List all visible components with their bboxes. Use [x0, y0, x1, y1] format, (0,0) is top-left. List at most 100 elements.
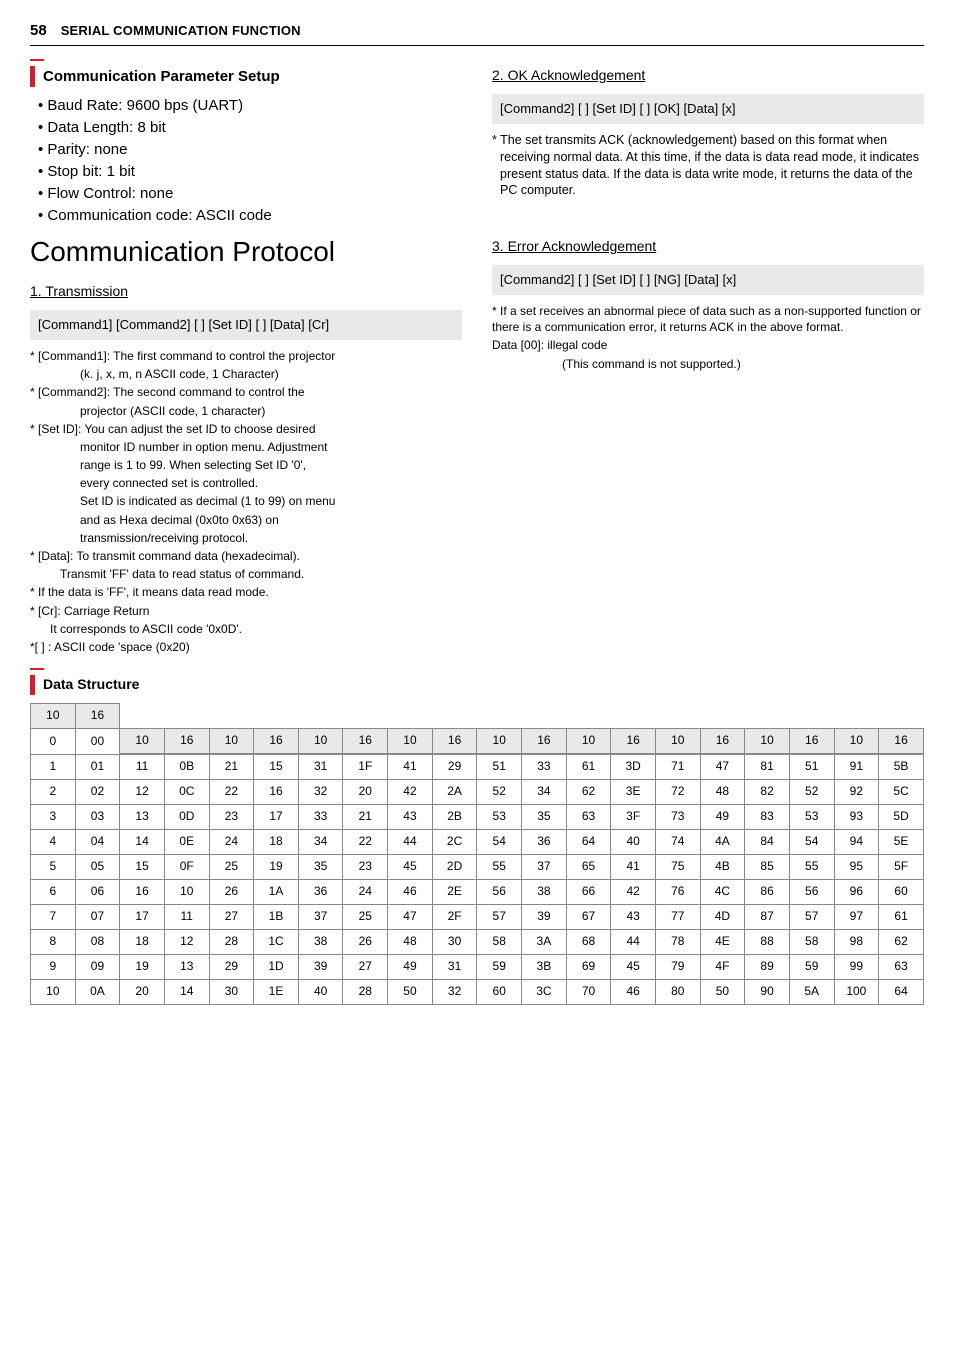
table-row: 303130D23173321432B5335633F73498353935D: [31, 804, 924, 829]
table-cell: 4A: [700, 829, 745, 854]
command-box-1: [Command1] [Command2] [ ] [Set ID] [ ] […: [30, 310, 462, 340]
table-cell: 18: [120, 929, 165, 954]
table-cell: 80: [655, 979, 700, 1004]
table-cell: 31: [298, 754, 343, 779]
table-cell: 47: [388, 904, 433, 929]
table-cell: 37: [298, 904, 343, 929]
table-cell: 15: [120, 854, 165, 879]
table-cell: 5A: [789, 979, 834, 1004]
col-header: 10: [31, 703, 76, 728]
table-cell: 59: [477, 954, 522, 979]
col-header: 10: [566, 728, 611, 753]
table-cell: 29: [432, 754, 477, 779]
table-cell: 1E: [254, 979, 299, 1004]
table-cell: 96: [834, 879, 879, 904]
table-cell: 43: [388, 804, 433, 829]
table-cell: 1: [31, 754, 76, 779]
col-header: 10: [298, 728, 343, 753]
table-cell: 5D: [879, 804, 924, 829]
table-cell: 62: [879, 929, 924, 954]
table-row: 100A2014301E40285032603C70468050905A1006…: [31, 979, 924, 1004]
fine-text: * [Cr]: Carriage Return: [30, 603, 462, 619]
fine-text: * If the data is 'FF', it means data rea…: [30, 584, 462, 600]
bullet-item: Parity: none: [38, 139, 462, 160]
table-cell: 3B: [522, 954, 567, 979]
fine-text: (k. j, x, m, n ASCII code, 1 Character): [30, 366, 462, 382]
bullet-item: Flow Control: none: [38, 183, 462, 204]
table-cell: 13: [164, 954, 209, 979]
table-cell: 27: [343, 954, 388, 979]
bullet-item: Baud Rate: 9600 bps (UART): [38, 95, 462, 116]
fine-text: * [Command2]: The second command to cont…: [30, 384, 462, 400]
table-cell: 1B: [254, 904, 299, 929]
command-box-ok: [Command2] [ ] [Set ID] [ ] [OK] [Data] …: [492, 94, 924, 124]
table-cell: 09: [75, 954, 120, 979]
table-cell: 23: [209, 804, 254, 829]
table-cell: 5B: [879, 754, 924, 779]
table-cell: 10: [164, 879, 209, 904]
table-cell: 68: [566, 929, 611, 954]
spacer: [492, 213, 924, 231]
table-cell: 59: [789, 954, 834, 979]
fine-text: * [Command1]: The first command to contr…: [30, 348, 462, 364]
table-cell: 81: [745, 754, 790, 779]
table-cell: 2: [31, 779, 76, 804]
table-cell: 38: [298, 929, 343, 954]
param-bullet-list: Baud Rate: 9600 bps (UART) Data Length: …: [30, 95, 462, 226]
table-cell: 23: [343, 854, 388, 879]
table-cell: 13: [120, 804, 165, 829]
fine-text: every connected set is controlled.: [30, 475, 462, 491]
table-cell: 39: [298, 954, 343, 979]
table-cell: 2D: [432, 854, 477, 879]
table-cell: 88: [745, 929, 790, 954]
table-cell: 49: [388, 954, 433, 979]
table-cell: 4: [31, 829, 76, 854]
table-cell: 20: [343, 779, 388, 804]
table-cell: 67: [566, 904, 611, 929]
table-cell: 63: [566, 804, 611, 829]
table-cell: 82: [745, 779, 790, 804]
fine-text: projector (ASCII code, 1 character): [30, 403, 462, 419]
col-header: 16: [164, 728, 209, 753]
fine-text: * [Data]: To transmit command data (hexa…: [30, 548, 462, 564]
table-cell: 4E: [700, 929, 745, 954]
table-cell: 46: [611, 979, 656, 1004]
table-cell: 5C: [879, 779, 924, 804]
table-cell: 7: [31, 904, 76, 929]
table-cell: 36: [522, 829, 567, 854]
data-structure-heading: Data Structure: [30, 675, 924, 695]
col-header: 10: [209, 728, 254, 753]
table-cell: 87: [745, 904, 790, 929]
table-cell: 07: [75, 904, 120, 929]
table-cell: 57: [477, 904, 522, 929]
table-cell: 17: [254, 804, 299, 829]
table-cell: 91: [834, 754, 879, 779]
table-cell: 85: [745, 854, 790, 879]
table-cell: 06: [75, 879, 120, 904]
table-cell: 3F: [611, 804, 656, 829]
col-header: 10: [655, 728, 700, 753]
table-cell: 41: [388, 754, 433, 779]
table-cell: 77: [655, 904, 700, 929]
table-cell: 32: [432, 979, 477, 1004]
table-cell: 08: [75, 929, 120, 954]
table-cell: 76: [655, 879, 700, 904]
table-cell: 35: [298, 854, 343, 879]
table-cell: 3C: [522, 979, 567, 1004]
table-row: 101110B2115311F41295133613D71478151915B: [31, 754, 924, 779]
table-cell: 26: [209, 879, 254, 904]
table-row: 9091913291D39274931593B6945794F89599963: [31, 954, 924, 979]
table-cell: 45: [388, 854, 433, 879]
table-cell: 72: [655, 779, 700, 804]
table-cell: 40: [298, 979, 343, 1004]
table-row: 7071711271B3725472F57396743774D87579761: [31, 904, 924, 929]
table-cell: 21: [343, 804, 388, 829]
table-cell: 3A: [522, 929, 567, 954]
table-cell: 58: [789, 929, 834, 954]
table-cell: 44: [388, 829, 433, 854]
left-column: Communication Parameter Setup Baud Rate:…: [30, 60, 462, 657]
col-header: 16: [343, 728, 388, 753]
table-cell: 32: [298, 779, 343, 804]
table-header-row-2: 0 00 10 16 10 16 10 16 10 16 10 16 10 16…: [31, 728, 924, 753]
fine-text: It corresponds to ASCII code '0x0D'.: [30, 621, 462, 637]
